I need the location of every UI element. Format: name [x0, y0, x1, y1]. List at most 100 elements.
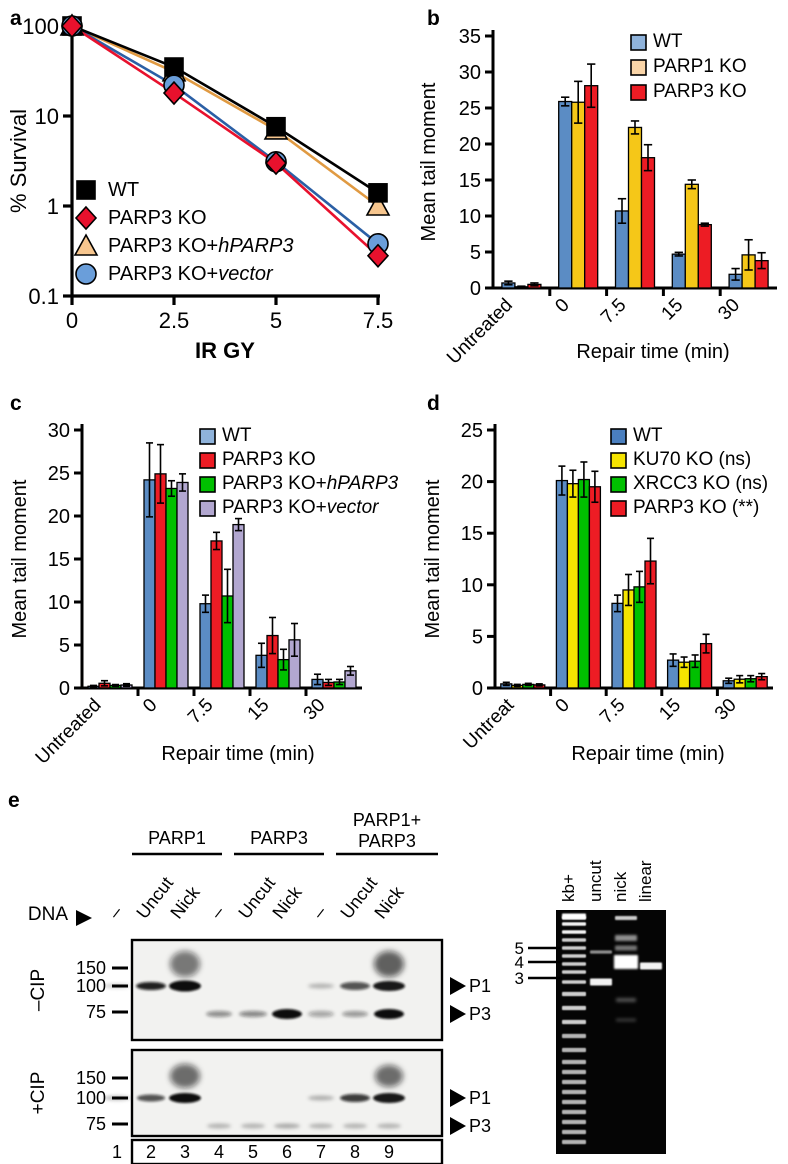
- panel-e-gel-band: [562, 1089, 586, 1095]
- panel-a-xtick: 0: [66, 308, 78, 333]
- svg-c-ytick: 25: [48, 463, 70, 485]
- svg-d-ytick: 15: [461, 523, 483, 545]
- panel-e-dna-label: DNA: [28, 904, 68, 925]
- panel-a-legend-item: [75, 263, 97, 285]
- panel-e-band: [374, 951, 404, 977]
- panel-e-group-header: PARP3: [250, 828, 308, 848]
- panel-e-mw-label: 100: [76, 1088, 106, 1108]
- panel-e-label: e: [8, 789, 20, 812]
- svg-c-xtick: 0: [139, 695, 161, 717]
- svg-d-legend-label: XRCC3 KO (ns): [633, 473, 768, 494]
- panel-e-lane-number: 4: [214, 1142, 224, 1162]
- panel-e-band: [377, 1123, 401, 1129]
- panel-e-lane-condition: –: [206, 902, 228, 922]
- panel-e-gel-band: [614, 955, 638, 969]
- svg-d-ytick: 25: [461, 420, 483, 442]
- svg-d-legend-label: KU70 KO (ns): [633, 449, 751, 470]
- svg-c-legend-swatch: [199, 452, 216, 469]
- panel-e-band: [340, 982, 370, 990]
- panel-e-gel-mw-label: 5: [515, 939, 524, 958]
- panel-e-blot-box: [130, 1048, 444, 1138]
- svg-b-legend-swatch: [630, 34, 647, 51]
- svg-c-bar: [176, 481, 189, 689]
- panel-a-series: [60, 13, 390, 268]
- svg-c-xtick: 7.5: [184, 695, 218, 729]
- panel-a-xtick: 5: [270, 308, 282, 333]
- panel-e-lane-condition: –: [104, 902, 126, 922]
- panel-a-ytick: 10: [35, 104, 59, 129]
- panel-e-band: [170, 1064, 200, 1088]
- panel-e-gel-band: [562, 1019, 586, 1025]
- svg-c-ylabel: Mean tail moment: [9, 479, 31, 638]
- svg-d-ytick: 10: [461, 575, 483, 597]
- panel-e-band: [373, 981, 405, 991]
- panel-e-band: [207, 1123, 231, 1129]
- panel-e-gel-band: [615, 916, 637, 920]
- panel-a: a 0.1 1 10 100 0 2.5 5 7.5 IR GY % Survival WT PARP…: [0, 0, 405, 370]
- svg-c-legend-swatch: [199, 500, 216, 517]
- panel-e-band-arrow-label: P3: [469, 1004, 491, 1024]
- svg-d-legend-swatch: [610, 500, 627, 517]
- svg-c-legend-swatch: [199, 428, 216, 445]
- svg-b-bar: [627, 126, 643, 289]
- panel-e-band: [342, 1011, 368, 1017]
- panel-a-legend-label: PARP3 KO: [108, 207, 207, 229]
- panel-a-label: a: [10, 7, 22, 30]
- svg-c-bar: [199, 603, 212, 689]
- panel-a-xtick: 7.5: [363, 308, 394, 333]
- panel-e-band: [373, 1093, 405, 1103]
- panel-e-gel-band: [562, 1079, 586, 1085]
- svg-b-bar: [558, 100, 573, 289]
- svg-b-ytick: 25: [459, 98, 481, 120]
- svg-d-bar: [611, 602, 624, 689]
- panel-e-gel-band: [562, 1099, 586, 1105]
- svg-d-ytick: 20: [461, 472, 483, 494]
- panel-e-band: [169, 1093, 201, 1103]
- panel-d-label: d: [427, 392, 440, 415]
- panel-e-gel-band: [615, 935, 637, 941]
- svg-d-bar: [555, 479, 569, 689]
- panel-e-gel-band: [562, 1069, 586, 1075]
- panel-e-gel-mw-label: 4: [515, 953, 524, 972]
- panel-a-legend-label: PARP3 KO+vector: [108, 263, 274, 285]
- svg-c-bar: [210, 540, 223, 689]
- svg-c-ytick: 30: [48, 420, 70, 442]
- svg-b-xtick: 30: [714, 295, 744, 325]
- svg-d-legend-swatch: [610, 428, 627, 445]
- panel-e-band-arrow-label: P1: [469, 976, 491, 996]
- svg-b-bar: [671, 253, 686, 289]
- svg-b-legend-label: PARP1 KO: [653, 56, 747, 77]
- svg-d-xtick: 7.5: [596, 695, 630, 729]
- panel-a-legend-label: WT: [108, 179, 139, 201]
- svg-b-ytick: 15: [459, 170, 481, 192]
- panel-e-mw-label: 100: [76, 976, 106, 996]
- panel-a-ytick: 100: [22, 14, 59, 39]
- svg-b-xtick: 7.5: [597, 295, 631, 329]
- svg-b-legend-swatch: [630, 59, 647, 76]
- panel-e-mw-label: 150: [76, 1068, 106, 1088]
- panel-e-band: [308, 1011, 334, 1017]
- svg-c-ytick: 15: [48, 549, 70, 571]
- panel-e-lane-number: 9: [384, 1142, 394, 1162]
- svg-b-legend-swatch: [630, 84, 647, 101]
- svg-d-xtick: 0: [552, 695, 574, 717]
- panel-e-band: [309, 1123, 333, 1129]
- panel-a-legend-label: PARP3 KO+hPARP3: [108, 235, 293, 257]
- svg-d-ytick: 5: [472, 626, 483, 648]
- left-triangle-icon: [450, 977, 466, 995]
- panel-e-gel-lane-label: linear: [636, 860, 655, 902]
- panel-c-label: c: [10, 392, 22, 415]
- panel-e: e PARP1 PARP3 PARP1+ PARP3 DNA – Uncut Nick – Unc…: [0, 782, 788, 1164]
- svg-b-legend-label: WT: [653, 31, 683, 52]
- svg-b-ylabel: Mean tail moment: [418, 82, 440, 241]
- panel-a-legend-item: [76, 180, 96, 200]
- svg-d-legend-swatch: [610, 452, 627, 469]
- panel-e-gel-mw-label: 3: [515, 969, 524, 988]
- panel-e-gel-band: [562, 913, 586, 919]
- svg-b-xtick: 0: [551, 295, 573, 317]
- panel-e-lane-number: 8: [350, 1142, 360, 1162]
- svg-c-bar: [232, 523, 245, 689]
- panel-e-lane-number: 6: [282, 1142, 292, 1162]
